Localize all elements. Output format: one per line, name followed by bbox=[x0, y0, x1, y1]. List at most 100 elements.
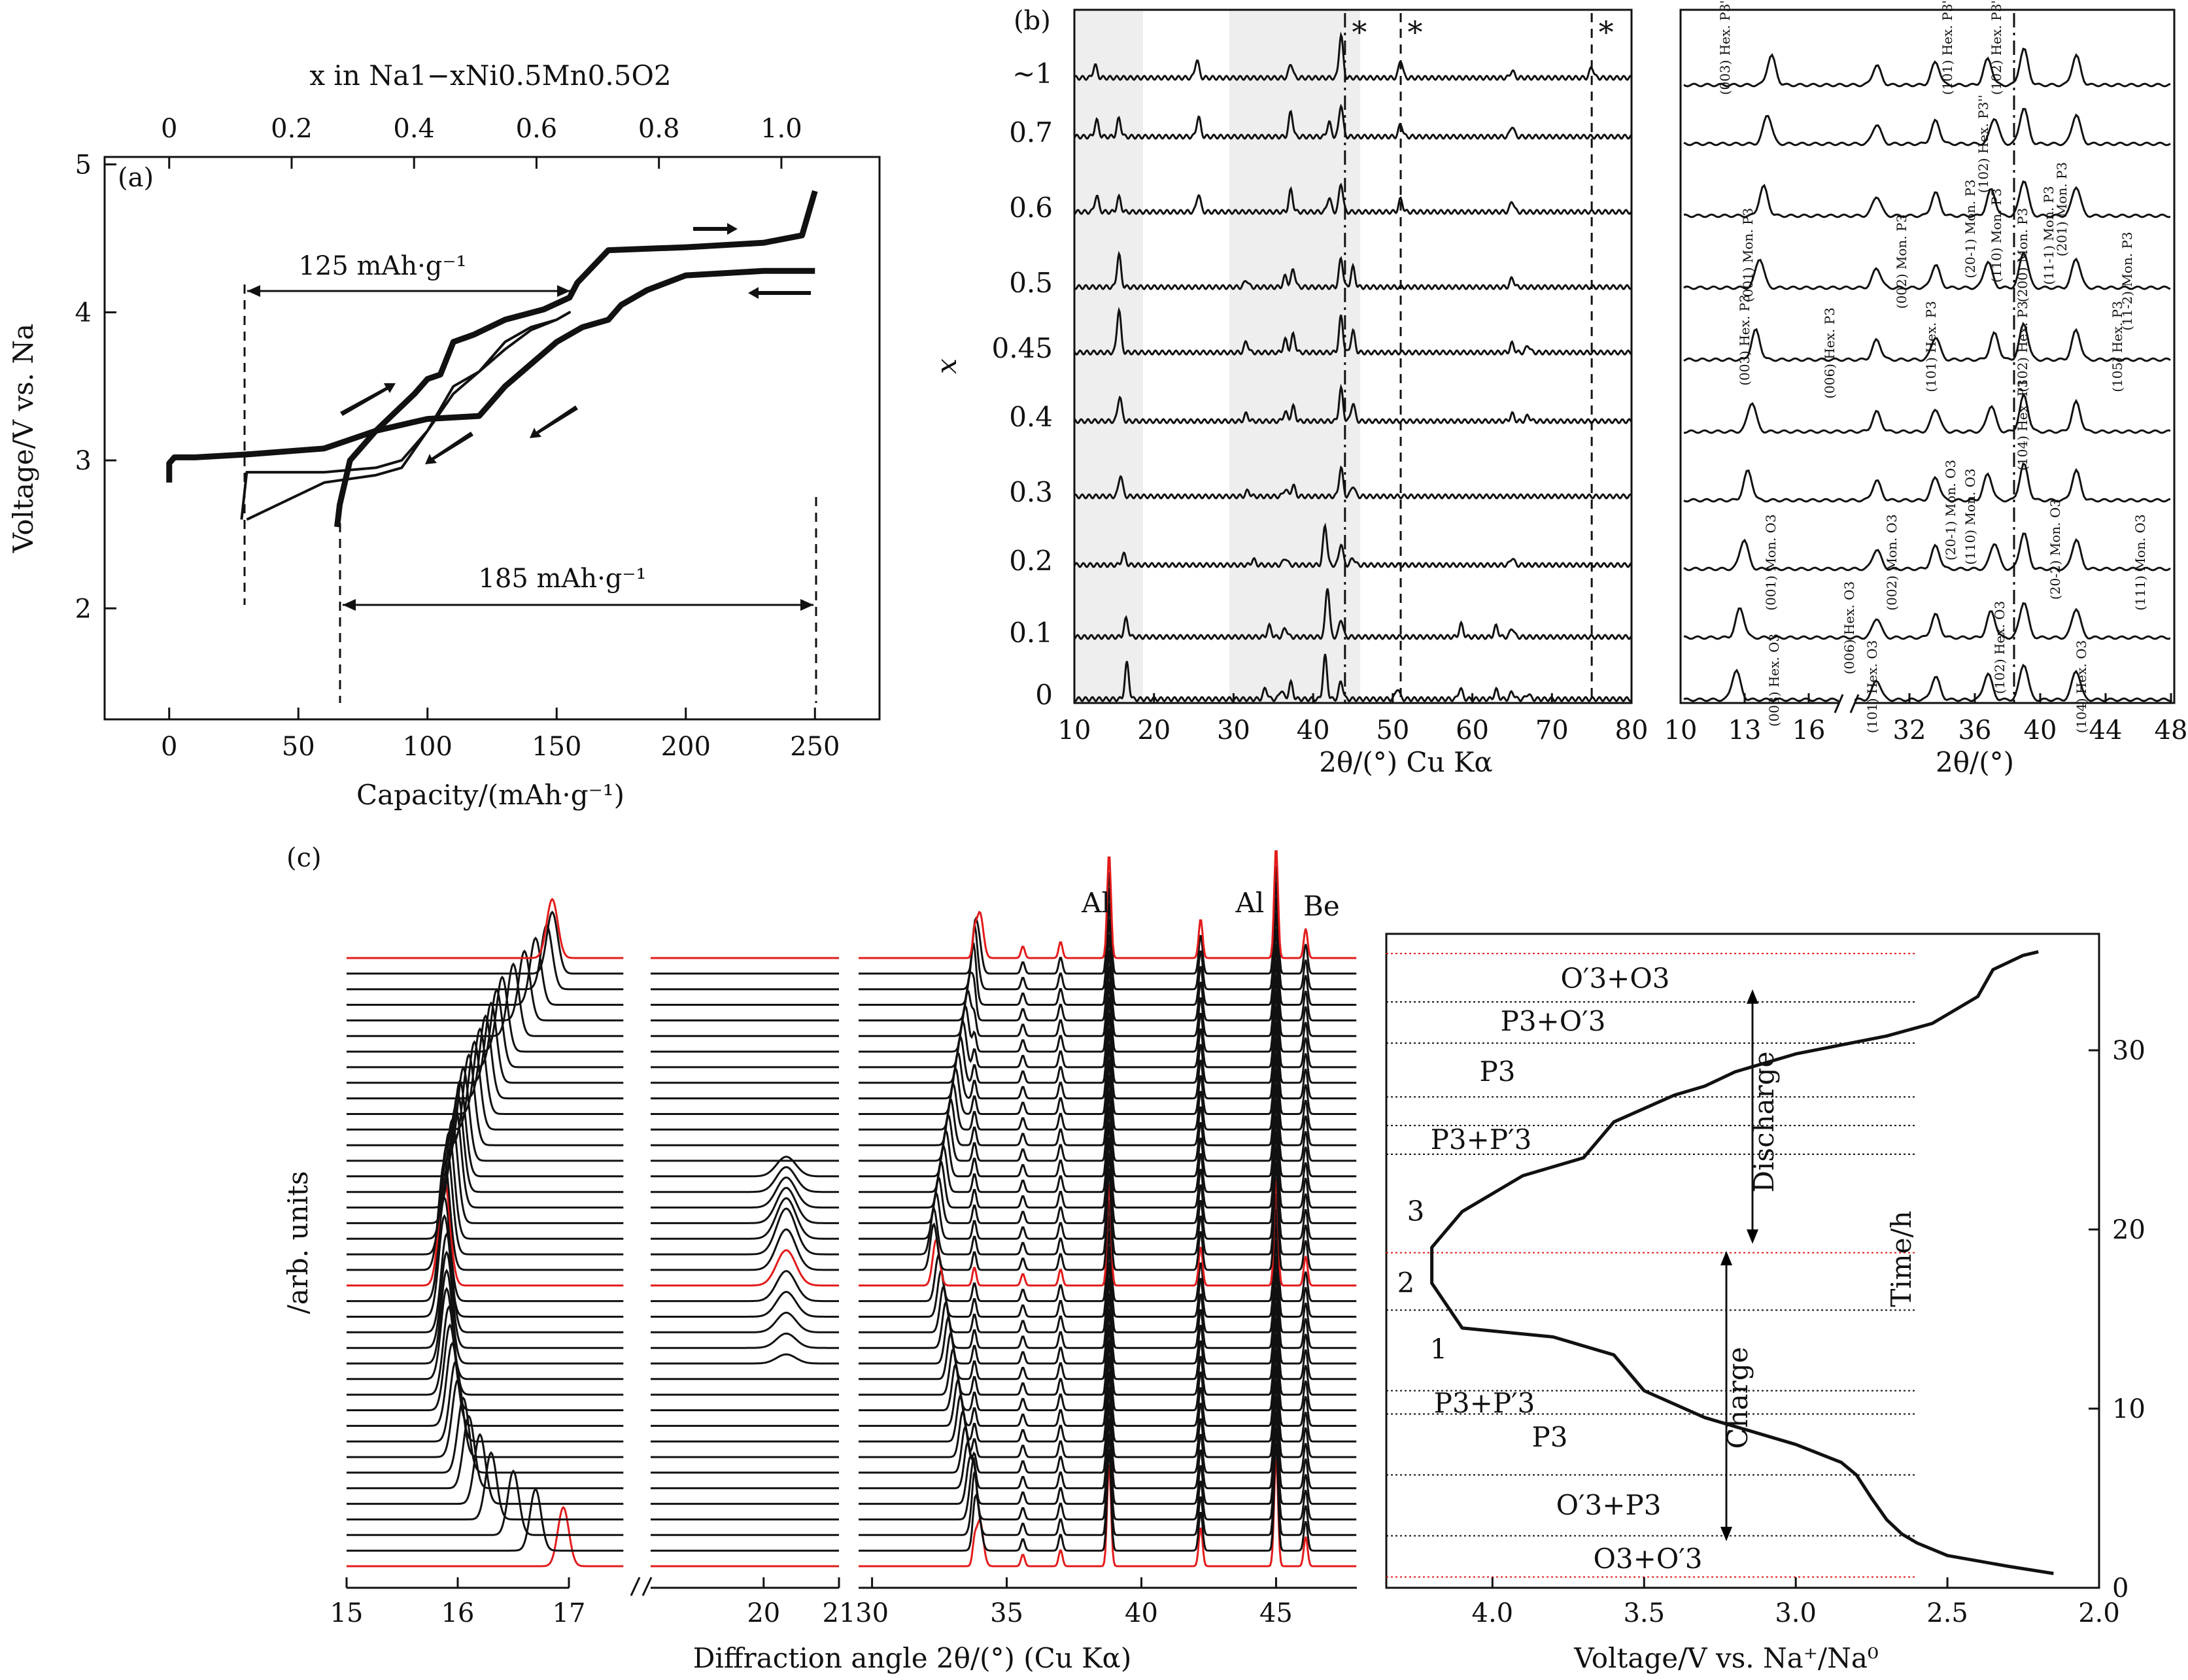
panel-b-x-ticks: 10 20 30 40 50 60 70 80 bbox=[1058, 693, 1649, 746]
y-category-label: 0.6 bbox=[1009, 192, 1053, 224]
x-tick-label: 35 bbox=[990, 1598, 1023, 1628]
phase-region-label: P3+P′3 bbox=[1434, 1387, 1535, 1419]
peak-label: (11-2) Mon. P3 bbox=[2119, 231, 2135, 330]
x-tick-label: 2.0 bbox=[2078, 1598, 2120, 1628]
c-trace-seg1 bbox=[347, 1001, 624, 1084]
phase-region-label: P3 bbox=[1480, 1055, 1516, 1088]
panel-a-annotations: 125 mAh·g⁻¹ 185 mAh·g⁻¹ bbox=[243, 223, 817, 703]
c-trace-seg1 bbox=[347, 923, 624, 991]
c-trace-seg1 bbox=[347, 1269, 624, 1365]
y-category-label: 0.1 bbox=[1009, 617, 1053, 649]
marker-asterisk: * bbox=[1599, 14, 1614, 50]
x-tick-label: 21 bbox=[823, 1598, 856, 1628]
arrowhead-185-right bbox=[800, 599, 813, 611]
peak-label: (105) Hex. P3 bbox=[2110, 301, 2125, 392]
panel-c: (c) 15 16 17 20 21 30 35 40 45 Al Al Be /arb. unit… bbox=[282, 843, 1357, 1674]
c-trace-seg1 bbox=[347, 1040, 624, 1131]
y-category-label: 0.2 bbox=[1009, 545, 1053, 577]
panel-a-y-ticks: 2 3 4 5 bbox=[75, 150, 116, 624]
c-trace-seg2 bbox=[651, 1186, 839, 1224]
x-tick-label: 16 bbox=[1792, 715, 1826, 746]
panel-c-right-y-ticks: 0 10 20 30 bbox=[2089, 1036, 2145, 1603]
panel-a-frame bbox=[103, 156, 881, 721]
discharge-arrowhead-up-icon bbox=[1747, 989, 1758, 1004]
x-tick-label: 80 bbox=[1615, 715, 1649, 746]
c-trace-seg1 bbox=[347, 1396, 624, 1474]
c-trace-seg1 bbox=[347, 1414, 624, 1490]
direction-arrow-right-icon bbox=[693, 223, 738, 235]
panel-c-right-content: O3+O′3O′3+P3P3P3+P′3123P3+P′3P3P3+O′3O′3… bbox=[1386, 950, 2054, 1578]
c-trace-seg2 bbox=[651, 1156, 839, 1178]
panel-c-label: (c) bbox=[286, 843, 322, 873]
c-trace-seg3 bbox=[859, 850, 1357, 959]
panel-b-zoom: (003) Hex. P3'' (101) Hex. P3'' (102) Hex.… bbox=[1664, 0, 2188, 778]
zoom-trace bbox=[1683, 108, 2171, 146]
c-trace-seg1 bbox=[347, 1305, 624, 1396]
c-trace-seg1 bbox=[347, 1378, 624, 1458]
c-trace-seg1 bbox=[347, 936, 624, 1006]
panel-a-series bbox=[166, 190, 818, 528]
panel-c-right-xlabel: Voltage/V vs. Na⁺/Na⁰ bbox=[1573, 1642, 1878, 1674]
peak-label: (102) Hex. P3'' bbox=[1975, 95, 1991, 194]
peak-label: (11-1) Mon. P3 bbox=[2041, 186, 2057, 284]
x-tick-label: 70 bbox=[1535, 715, 1569, 746]
panel-b-label: (b) bbox=[1014, 6, 1051, 36]
panel-b-zoom-frame bbox=[1679, 9, 2176, 704]
c-trace-seg1 bbox=[347, 1505, 624, 1568]
axis-break-mark bbox=[630, 1577, 641, 1596]
x-tick-label: 200 bbox=[661, 732, 711, 762]
c-trace-seg2 bbox=[651, 1290, 839, 1318]
peak-label: (20-1) Mon. P3 bbox=[1962, 179, 1978, 278]
panel-a-top-ticks: 0 0.2 0.4 0.6 0.8 1.0 bbox=[161, 114, 802, 169]
charge-label: Charge bbox=[1722, 1347, 1754, 1449]
c-trace-seg2 bbox=[651, 1197, 839, 1240]
peak-label: (101) Hex. O3 bbox=[1864, 640, 1880, 734]
marker-asterisk: * bbox=[1352, 14, 1367, 50]
x-tick-label: 36 bbox=[1958, 715, 1992, 746]
peak-label-al-1: Al bbox=[1081, 887, 1110, 919]
panel-c-traces bbox=[347, 850, 1357, 1568]
peak-label-al-2: Al bbox=[1235, 887, 1265, 919]
peak-label: (006) Hex. O3 bbox=[1841, 581, 1857, 675]
xrd-trace bbox=[1074, 383, 1633, 424]
marker-asterisk: * bbox=[1408, 14, 1423, 50]
phase-region-label: O3+O′3 bbox=[1593, 1543, 1702, 1575]
x-tick-label: 10 bbox=[1058, 715, 1091, 746]
x-tick-label: 100 bbox=[403, 732, 453, 762]
peak-label: (110) Mon. O3 bbox=[1962, 468, 1978, 564]
axis-break-mark bbox=[641, 1577, 653, 1596]
charge-arrowhead-down-icon bbox=[1720, 1526, 1732, 1541]
c-trace-seg1 bbox=[347, 1053, 624, 1146]
arrowhead-125-right bbox=[557, 285, 570, 297]
zoom-trace bbox=[1683, 47, 2171, 88]
y-tick-label: 3 bbox=[75, 446, 92, 476]
discharge-arrowhead-down-icon bbox=[1747, 1229, 1758, 1244]
phase-region-label: P3+P′3 bbox=[1431, 1123, 1532, 1156]
top-tick-label: 0.6 bbox=[516, 114, 558, 144]
x-tick-label: 30 bbox=[1217, 715, 1250, 746]
peak-label: (006) Hex. P3 bbox=[1822, 307, 1838, 399]
series-line-2 bbox=[240, 311, 571, 521]
zoom-trace bbox=[1683, 321, 2171, 362]
x-tick-label: 50 bbox=[282, 732, 315, 762]
x-tick-label: 32 bbox=[1893, 715, 1926, 746]
x-tick-label: 50 bbox=[1376, 715, 1409, 746]
xrd-trace bbox=[1073, 31, 1632, 81]
c-trace-seg1 bbox=[347, 962, 624, 1037]
direction-arrow-downleft-icon-1 bbox=[425, 432, 473, 464]
discharge-label: Discharge bbox=[1748, 1052, 1780, 1193]
x-tick-label: 20 bbox=[747, 1598, 780, 1628]
x-tick-label: 17 bbox=[553, 1598, 586, 1628]
y-tick-label: 30 bbox=[2112, 1036, 2145, 1066]
phase-region-label: 3 bbox=[1407, 1195, 1425, 1227]
direction-arrow-left-icon bbox=[748, 287, 811, 299]
panel-a-label: (a) bbox=[118, 163, 154, 193]
zoom-trace bbox=[1683, 180, 2171, 218]
direction-arrow-downleft-icon-2 bbox=[530, 405, 578, 438]
c-trace-seg1 bbox=[347, 910, 624, 975]
c-trace-seg1 bbox=[347, 1159, 624, 1271]
c-trace-seg1 bbox=[347, 1451, 624, 1520]
c-trace-seg2 bbox=[651, 1332, 839, 1349]
panel-c-axes: 15 16 17 20 21 30 35 40 45 bbox=[330, 1577, 1357, 1628]
